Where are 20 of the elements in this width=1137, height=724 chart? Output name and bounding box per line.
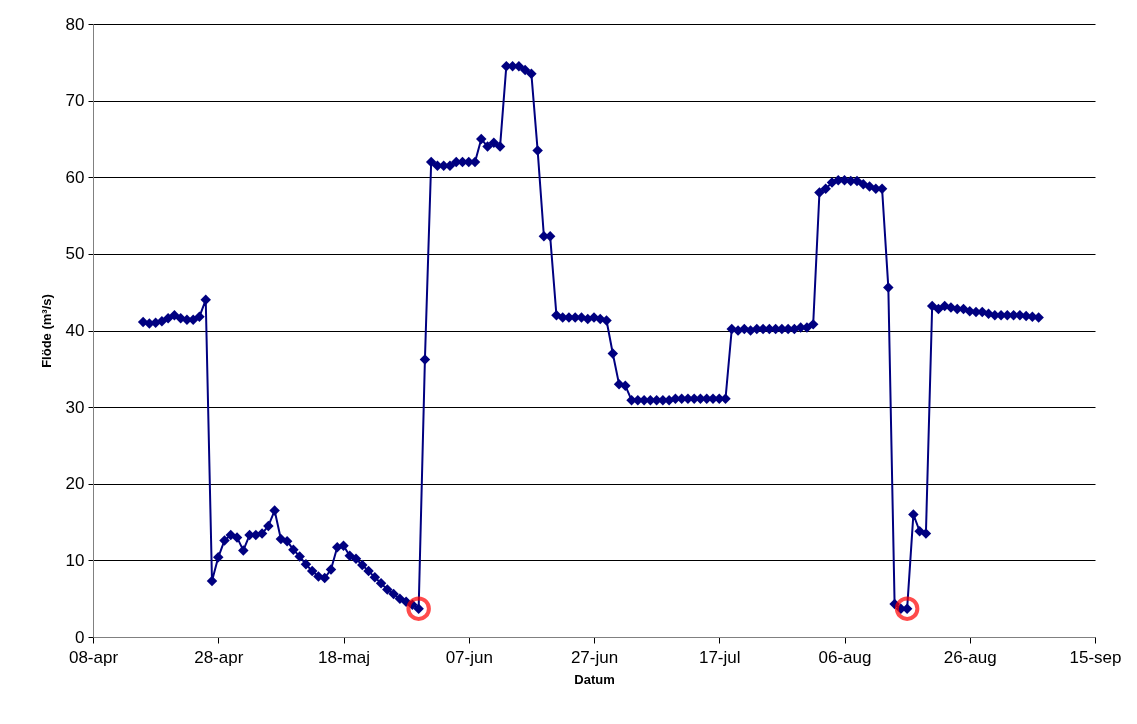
x-tick-label: 15-sep	[1069, 647, 1122, 667]
y-axis-title: Flöde (m³/s)	[38, 294, 54, 368]
x-tick-label: 18-maj	[318, 647, 370, 667]
x-tick-label: 06-aug	[818, 647, 872, 667]
y-tick-label: 40	[65, 321, 85, 340]
y-tick-label: 50	[65, 244, 85, 264]
y-tick-label: 60	[65, 167, 85, 187]
y-tick-label: 0	[75, 627, 85, 647]
y-tick-label: 70	[65, 91, 85, 111]
y-tick-label: 10	[65, 550, 85, 570]
x-tick-label: 17-jul	[698, 647, 741, 667]
y-tick-label: 80	[65, 14, 85, 34]
y-tick-label: 20	[65, 474, 85, 494]
x-tick-label: 08-apr	[68, 647, 119, 667]
x-tick-label: 27-jun	[570, 647, 619, 667]
x-tick-label: 07-jun	[445, 647, 493, 667]
y-tick-label: 30	[65, 397, 85, 417]
x-axis-title: Datum	[574, 671, 615, 687]
x-tick-label: 26-aug	[943, 647, 997, 667]
x-tick-label: 28-apr	[194, 647, 244, 667]
